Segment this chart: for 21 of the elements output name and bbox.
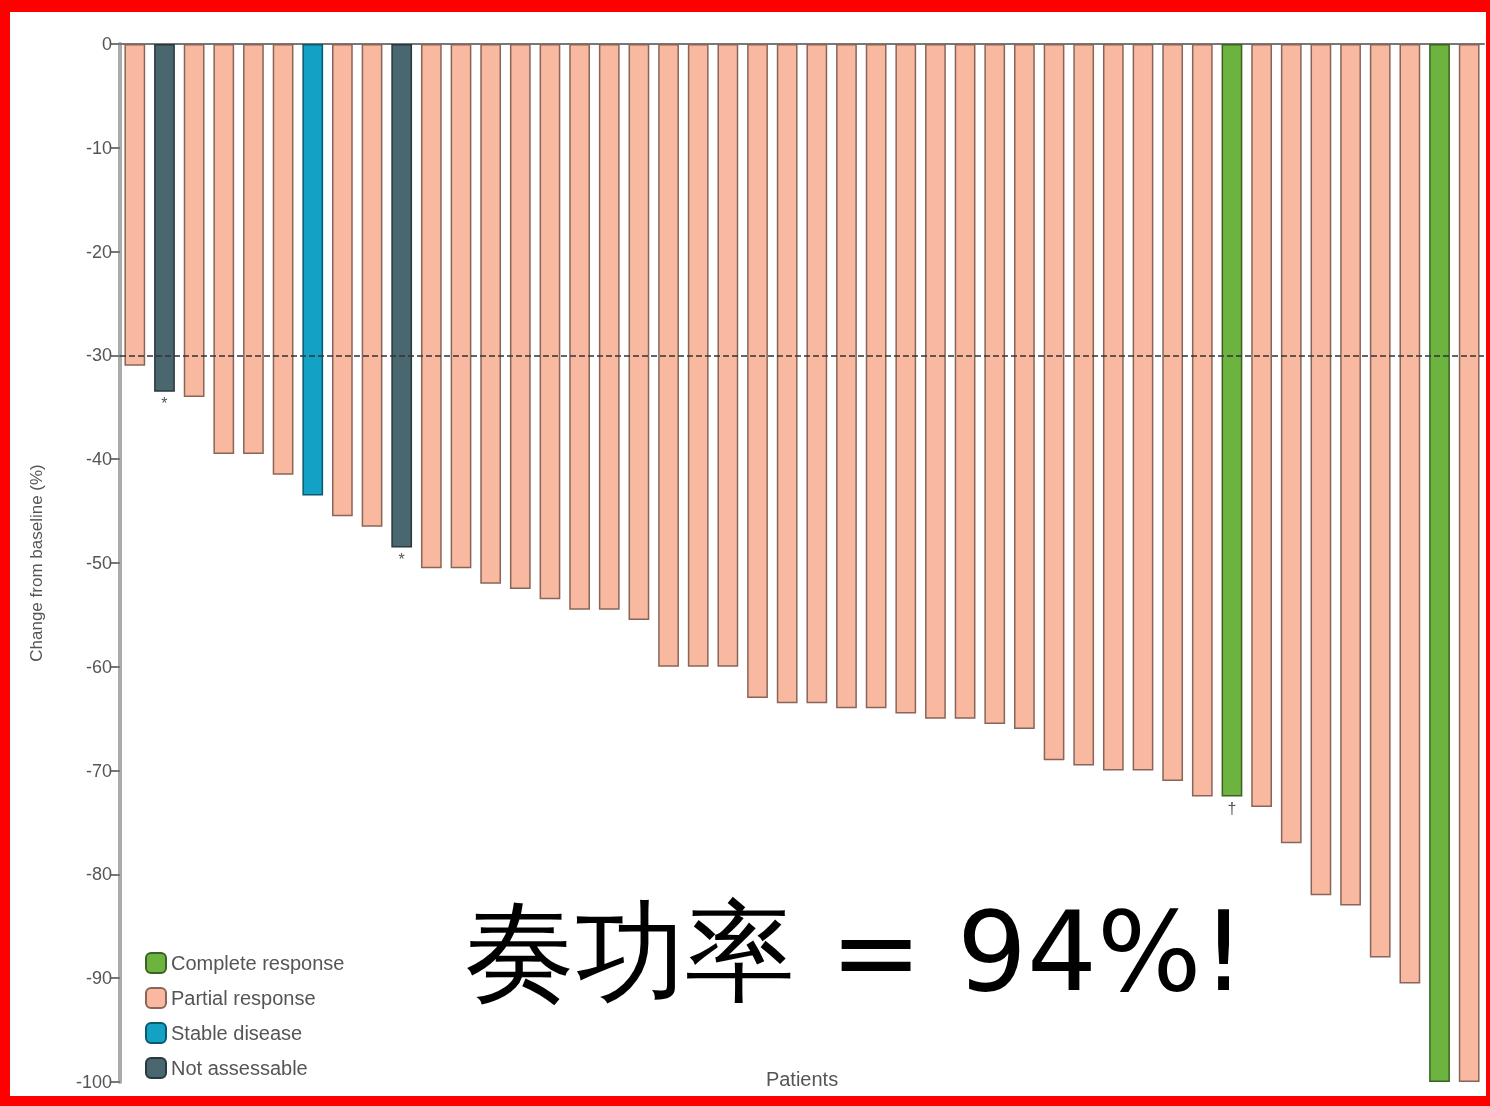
- y-tick-label: -70: [85, 760, 112, 781]
- y-tick-label: -60: [85, 656, 112, 677]
- data-label: *: [398, 550, 405, 568]
- y-tick-label: -30: [85, 345, 112, 366]
- legend-label: Not assessable: [171, 1057, 308, 1079]
- x-axis-title: Patients: [765, 1068, 839, 1090]
- y-tick-label: -50: [85, 553, 112, 573]
- y-axis-title: Change from baseline (%): [27, 464, 46, 662]
- data-label: †: [1227, 800, 1237, 818]
- y-tick-label: -80: [85, 864, 112, 885]
- y-tick-label: -90: [85, 968, 112, 989]
- y-tick-label: -40: [85, 449, 112, 470]
- y-tick-label: -10: [85, 137, 112, 158]
- y-tick-label: -100: [75, 1072, 112, 1092]
- legend-label: Partial response: [171, 987, 316, 1009]
- y-tick-label: 0: [101, 34, 112, 54]
- y-tick-label: -20: [85, 241, 112, 262]
- data-label: *: [161, 395, 168, 413]
- legend-label: Stable disease: [171, 1022, 303, 1044]
- annotation: 奏功率 = 94%!: [465, 888, 1246, 1016]
- legend-label: Complete response: [171, 952, 345, 974]
